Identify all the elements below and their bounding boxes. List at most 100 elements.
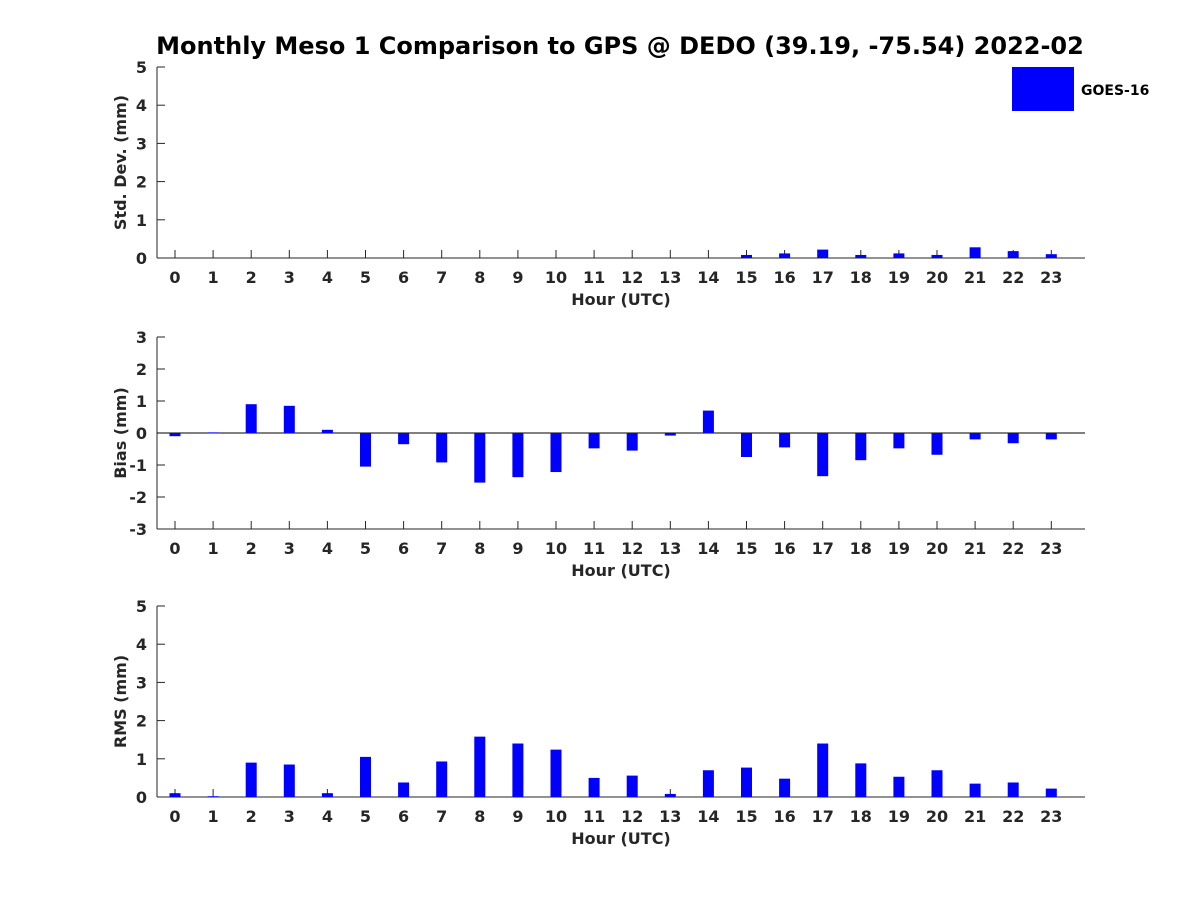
bar [741, 433, 752, 457]
y-tick-label: 2 [136, 173, 147, 192]
bar [855, 763, 867, 797]
x-tick-label: 1 [208, 539, 219, 558]
bar [207, 796, 219, 798]
x-tick-label: 17 [812, 807, 834, 826]
bar [321, 429, 333, 433]
bar [245, 762, 257, 797]
x-tick-label: 8 [474, 807, 485, 826]
bar [855, 254, 867, 258]
x-tick-label: 12 [621, 268, 643, 287]
bar [969, 247, 981, 258]
x-tick-label: 3 [284, 539, 295, 558]
x-tick-label: 19 [888, 268, 910, 287]
bar [588, 433, 600, 449]
bar [969, 433, 981, 440]
bar [550, 433, 562, 473]
bar [702, 770, 714, 797]
x-tick-label: 9 [512, 539, 523, 558]
x-tick-label: 7 [436, 539, 447, 558]
x-tick-label: 22 [1002, 539, 1024, 558]
bar [588, 777, 600, 797]
bar [474, 736, 486, 797]
bar [207, 432, 219, 434]
x-tick-label: 9 [512, 268, 523, 287]
y-tick-label: -1 [129, 456, 147, 475]
x-tick-label: 6 [398, 807, 409, 826]
x-tick-label: 2 [246, 268, 257, 287]
x-tick-label: 13 [659, 539, 681, 558]
bar [664, 793, 676, 797]
x-tick-label: 6 [398, 539, 409, 558]
x-tick-label: 0 [169, 539, 180, 558]
y-tick-label: 2 [136, 712, 147, 731]
x-tick-label: 8 [474, 268, 485, 287]
x-tick-label: 4 [322, 268, 333, 287]
bar [398, 433, 410, 445]
x-tick-label: 19 [888, 807, 910, 826]
y-tick-label: 4 [136, 635, 147, 654]
x-tick-label: 22 [1002, 807, 1024, 826]
x-tick-label: 18 [850, 539, 872, 558]
x-tick-label: 11 [583, 807, 605, 826]
bar [931, 770, 943, 797]
bar [512, 743, 524, 797]
bar [817, 433, 829, 477]
x-tick-label: 17 [812, 268, 834, 287]
x-tick-label: 9 [512, 807, 523, 826]
bar [245, 404, 257, 433]
y-tick-label: 4 [136, 96, 147, 115]
x-axis-label: Hour (UTC) [571, 290, 671, 309]
x-tick-label: 6 [398, 268, 409, 287]
y-tick-label: 3 [136, 134, 147, 153]
x-axis-label: Hour (UTC) [571, 829, 671, 848]
y-tick-label: 3 [136, 673, 147, 692]
x-tick-label: 11 [583, 539, 605, 558]
y-axis-label: Std. Dev. (mm) [111, 95, 130, 230]
x-tick-label: 14 [697, 539, 719, 558]
x-tick-label: 23 [1040, 268, 1062, 287]
x-tick-label: 20 [926, 807, 948, 826]
bar [931, 254, 943, 258]
x-tick-label: 11 [583, 268, 605, 287]
x-tick-label: 20 [926, 539, 948, 558]
x-tick-label: 20 [926, 268, 948, 287]
x-tick-label: 2 [246, 539, 257, 558]
bar [626, 775, 638, 797]
x-tick-label: 23 [1040, 539, 1062, 558]
x-tick-label: 8 [474, 539, 485, 558]
y-tick-label: 1 [136, 392, 147, 411]
bar [1045, 433, 1057, 440]
y-tick-label: 1 [136, 750, 147, 769]
bar [741, 254, 752, 258]
y-tick-label: -2 [129, 488, 147, 507]
x-tick-label: 16 [773, 807, 795, 826]
x-tick-label: 3 [284, 268, 295, 287]
x-tick-label: 0 [169, 268, 180, 287]
bar [474, 433, 486, 483]
x-tick-label: 10 [545, 807, 567, 826]
y-tick-label: 2 [136, 360, 147, 379]
bar [512, 433, 524, 478]
x-tick-label: 10 [545, 539, 567, 558]
x-tick-label: 5 [360, 539, 371, 558]
bar [779, 778, 791, 797]
x-tick-label: 4 [322, 807, 333, 826]
x-tick-label: 13 [659, 807, 681, 826]
bar [360, 433, 371, 467]
x-tick-label: 5 [360, 807, 371, 826]
y-tick-label: 5 [136, 58, 147, 77]
bar [931, 433, 943, 455]
bar [969, 783, 981, 797]
x-tick-label: 15 [735, 539, 757, 558]
legend: GOES-16 [1012, 67, 1149, 111]
x-tick-label: 12 [621, 807, 643, 826]
bar [1045, 254, 1057, 258]
bar [779, 433, 791, 448]
bar [893, 433, 905, 449]
x-tick-label: 12 [621, 539, 643, 558]
